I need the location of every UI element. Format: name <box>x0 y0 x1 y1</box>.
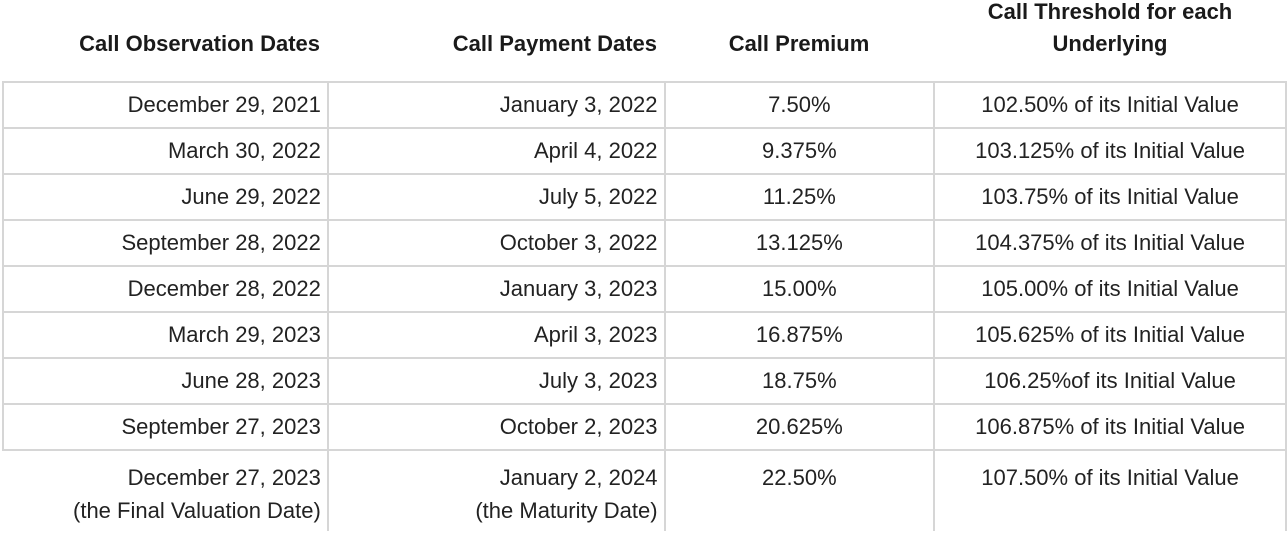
final-valuation-note: (the Final Valuation Date) <box>73 498 321 523</box>
call-threshold-cell: 105.625% of its Initial Value <box>933 311 1287 359</box>
maturity-date-note: (the Maturity Date) <box>475 498 658 523</box>
header-call-threshold-line1: Call Threshold for each <box>987 0 1233 24</box>
payment-date-cell: January 3, 2023 <box>326 265 666 313</box>
table-row: September 28, 2022 October 3, 2022 13.12… <box>2 219 1287 267</box>
observation-date-cell: June 28, 2023 <box>2 357 329 405</box>
table-row: March 29, 2023 April 3, 2023 16.875% 105… <box>2 311 1287 359</box>
payment-date-cell: October 2, 2023 <box>326 403 666 451</box>
call-threshold-cell: 105.00% of its Initial Value <box>933 265 1287 313</box>
call-threshold-cell: 107.50% of its Initial Value <box>933 449 1287 530</box>
observation-date-cell: December 27, 2023 (the Final Valuation Da… <box>3 449 329 530</box>
call-threshold-cell: 104.375% of its Initial Value <box>933 219 1287 267</box>
observation-date-cell: June 29, 2022 <box>2 173 329 221</box>
observation-date-cell: September 27, 2023 <box>2 403 329 451</box>
call-threshold-cell: 103.75% of its Initial Value <box>933 173 1287 221</box>
call-premium-cell: 18.75% <box>663 357 936 405</box>
observation-date-cell: March 29, 2023 <box>2 311 329 359</box>
call-threshold-cell: 102.50% of its Initial Value <box>933 81 1287 129</box>
call-premium-cell: 15.00% <box>663 265 936 313</box>
table-row: June 28, 2023 July 3, 2023 18.75% 106.25… <box>2 357 1287 405</box>
header-payment-dates: Call Payment Dates <box>452 31 657 56</box>
payment-date-cell: July 3, 2023 <box>326 357 666 405</box>
final-valuation-date: December 27, 2023 <box>127 465 321 490</box>
table-row: March 30, 2022 April 4, 2022 9.375% 103.… <box>2 127 1287 175</box>
header-call-threshold: Call Threshold for each Underlying <box>935 0 1285 60</box>
observation-date-cell: December 28, 2022 <box>2 265 329 313</box>
observation-date-cell: March 30, 2022 <box>2 127 329 175</box>
payment-date-cell: October 3, 2022 <box>326 219 666 267</box>
header-observation-dates: Call Observation Dates <box>79 31 320 56</box>
payment-date-cell: January 3, 2022 <box>326 81 666 129</box>
payment-date-cell: July 5, 2022 <box>326 173 666 221</box>
call-premium-cell: 7.50% <box>663 81 936 129</box>
table-row: December 28, 2022 January 3, 2023 15.00%… <box>2 265 1287 313</box>
call-threshold-cell: 106.25%of its Initial Value <box>933 357 1287 405</box>
table-row: September 27, 2023 October 2, 2023 20.62… <box>2 403 1287 451</box>
payment-date-cell: January 2, 2024 (the Maturity Date) <box>326 449 666 530</box>
call-schedule-table: December 29, 2021 January 3, 2022 7.50% … <box>2 81 1287 531</box>
call-premium-cell: 9.375% <box>663 127 936 175</box>
table-row: December 29, 2021 January 3, 2022 7.50% … <box>2 81 1287 129</box>
table-row: June 29, 2022 July 5, 2022 11.25% 103.75… <box>2 173 1287 221</box>
call-premium-cell: 11.25% <box>663 173 936 221</box>
observation-date-cell: September 28, 2022 <box>2 219 329 267</box>
call-premium-cell: 20.625% <box>663 403 936 451</box>
table-row-final: December 27, 2023 (the Final Valuation Da… <box>3 449 1287 530</box>
header-call-premium: Call Premium <box>728 31 870 56</box>
maturity-payment-date: January 2, 2024 <box>499 465 658 490</box>
call-premium-cell: 13.125% <box>663 219 936 267</box>
payment-date-cell: April 4, 2022 <box>326 127 666 175</box>
observation-date-cell: December 29, 2021 <box>2 81 329 129</box>
call-premium-cell: 16.875% <box>663 311 936 359</box>
call-threshold-cell: 103.125% of its Initial Value <box>933 127 1287 175</box>
call-threshold-cell: 106.875% of its Initial Value <box>933 403 1287 451</box>
call-premium-cell: 22.50% <box>663 449 936 530</box>
header-call-threshold-line2: Underlying <box>1052 31 1168 56</box>
payment-date-cell: April 3, 2023 <box>326 311 666 359</box>
